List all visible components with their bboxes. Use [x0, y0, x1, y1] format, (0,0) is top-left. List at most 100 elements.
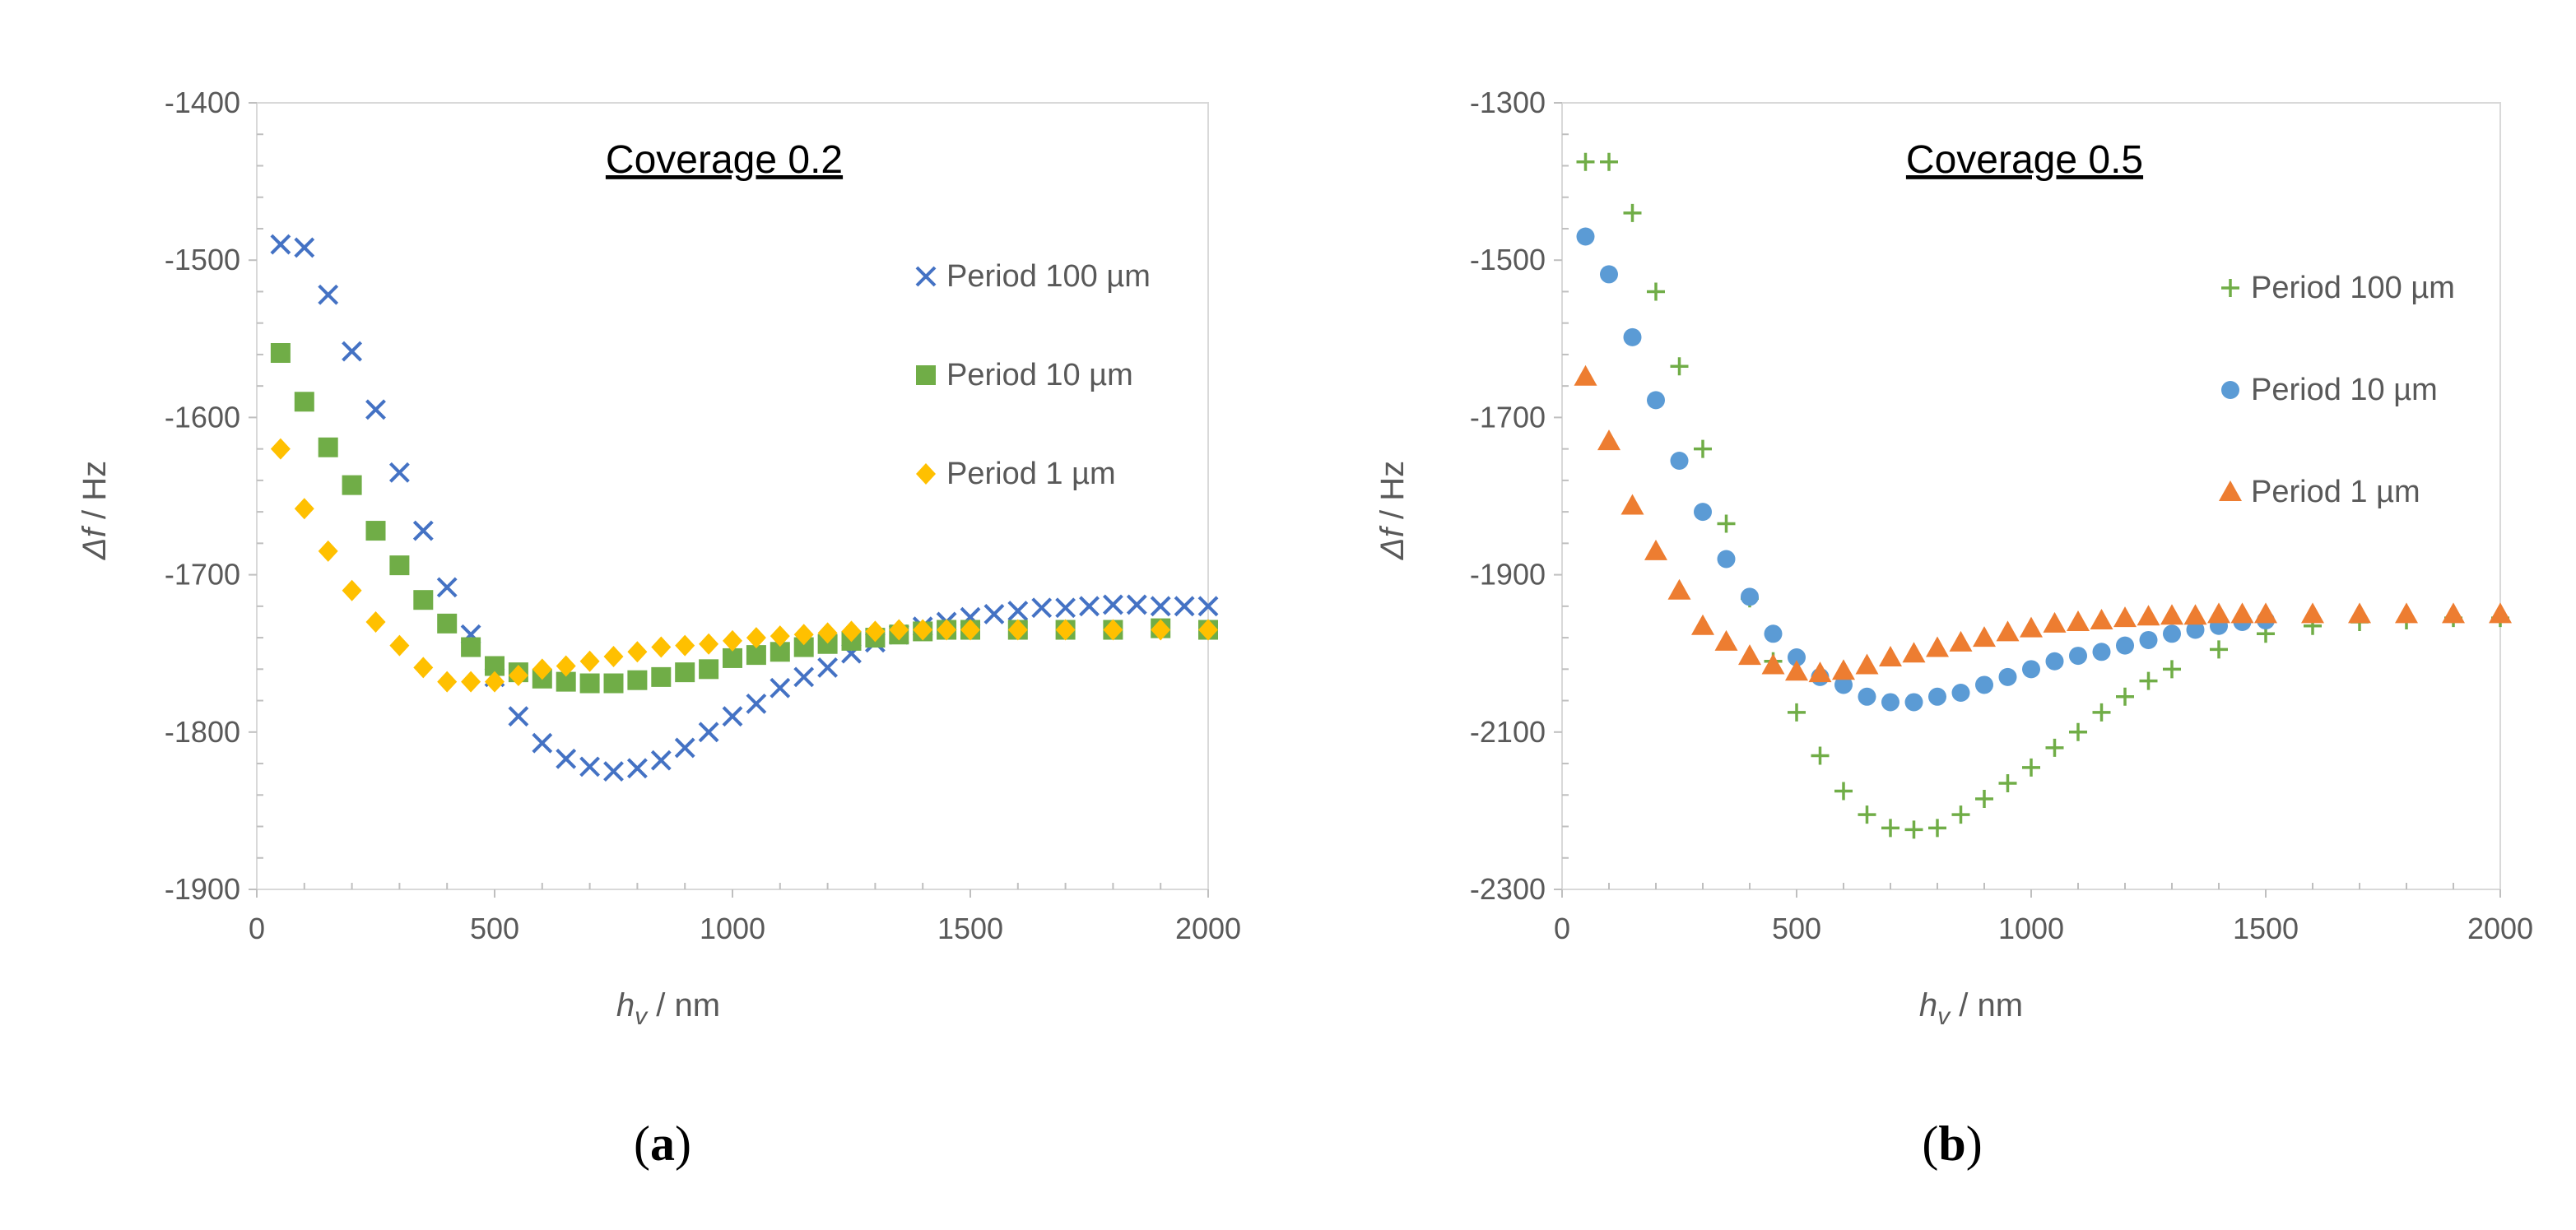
data-point — [294, 392, 314, 412]
data-point — [675, 662, 695, 683]
data-point — [1714, 629, 1738, 651]
data-point — [1600, 152, 1618, 171]
y-tick-label: -1500 — [1470, 243, 1546, 276]
data-point — [674, 737, 695, 759]
data-point — [342, 341, 363, 362]
data-point — [1102, 594, 1123, 615]
data-point — [294, 237, 315, 258]
data-point — [342, 579, 362, 601]
y-tick-label: -1600 — [165, 400, 240, 434]
data-point — [1694, 503, 1712, 522]
data-point — [2139, 671, 2158, 690]
data-marks-b — [1574, 152, 2512, 839]
data-point — [2045, 652, 2064, 671]
data-point — [1975, 675, 1993, 694]
data-point — [2442, 602, 2465, 624]
data-point — [651, 636, 672, 658]
data-point — [1670, 357, 1689, 376]
data-point — [1904, 693, 1923, 712]
x-tick-label: 1000 — [1998, 912, 2064, 945]
data-point — [2254, 602, 2277, 624]
data-point — [723, 629, 742, 652]
data-point — [2045, 738, 2064, 757]
data-point — [2137, 605, 2160, 626]
data-point — [1055, 597, 1076, 619]
data-point — [2163, 624, 2181, 643]
data-point — [793, 624, 814, 646]
data-point — [746, 693, 767, 714]
data-point — [270, 343, 291, 364]
y-tick-label: -1900 — [1470, 558, 1546, 592]
data-point — [746, 627, 766, 649]
data-point — [983, 603, 1005, 624]
chart-a: -1900 -1800 -1700 -1600 -1500 -1400 0 500 1000 1… — [77, 86, 1241, 1171]
data-point — [2069, 722, 2087, 741]
x-tick-label: 500 — [470, 912, 519, 945]
data-point — [1007, 619, 1028, 641]
data-point — [770, 677, 791, 699]
grid-b — [1554, 102, 2501, 898]
x-tick-label: 500 — [1772, 912, 1821, 945]
grid-a — [249, 102, 1209, 898]
data-point — [1623, 327, 1642, 346]
data-point — [2092, 643, 2111, 661]
data-point — [1764, 624, 1783, 643]
y-tick-label: -1500 — [165, 243, 240, 276]
y-axis-title-b: Δf / Hz — [1374, 461, 1411, 560]
data-point — [1647, 282, 1665, 301]
data-point — [1741, 587, 1759, 606]
data-point — [413, 657, 434, 679]
data-point — [532, 732, 553, 754]
data-point — [1576, 152, 1595, 171]
data-point — [1694, 439, 1712, 458]
data-point — [294, 498, 314, 520]
data-point — [2210, 640, 2228, 659]
data-point — [722, 706, 743, 727]
data-point — [413, 590, 434, 610]
data-point — [698, 722, 719, 743]
data-point — [2139, 630, 2158, 649]
chart-b: -2300 -2100 -1900 -1700 -1500 -1300 0 500 1000 1… — [1374, 86, 2533, 1171]
data-point — [2043, 611, 2067, 633]
data-point — [2489, 602, 2512, 624]
data-point — [1881, 693, 1899, 712]
data-point — [1055, 619, 1076, 641]
y-tick-label: -2300 — [1470, 872, 1546, 906]
data-point — [1600, 265, 1618, 284]
data-point — [960, 619, 980, 641]
data-point — [1174, 596, 1195, 617]
y-tick-label: -2100 — [1470, 715, 1546, 749]
data-point — [1126, 594, 1147, 615]
data-point — [627, 670, 648, 690]
data-point — [1808, 661, 1832, 683]
data-point — [270, 234, 291, 255]
data-point — [2301, 602, 2324, 624]
data-point — [1647, 391, 1665, 410]
data-point — [2207, 602, 2230, 624]
legend-label: Period 100 µm — [946, 259, 1151, 294]
data-point — [1576, 227, 1595, 246]
data-point — [1881, 819, 1899, 838]
data-point — [2090, 609, 2113, 630]
y-ticks-b: -2300 -2100 -1900 -1700 -1500 -1300 — [1470, 86, 1546, 906]
data-point — [1811, 746, 1830, 765]
data-point — [817, 657, 839, 678]
x-ticks-a: 0 500 1000 1500 2000 — [249, 912, 1241, 945]
legend-item: Period 100 µm — [2221, 271, 2455, 305]
data-point — [1973, 626, 1996, 647]
x-tick-label: 1500 — [2233, 912, 2299, 945]
data-point — [318, 284, 339, 305]
data-point — [1902, 642, 1926, 663]
legend-marker — [915, 266, 937, 287]
data-point — [651, 666, 672, 687]
data-point — [388, 462, 410, 483]
data-point — [1198, 619, 1218, 641]
chart-title-b: Coverage 0.5 — [1906, 138, 2143, 182]
data-point — [1597, 429, 1620, 451]
data-point — [1717, 550, 1736, 569]
data-point — [1975, 790, 1993, 809]
data-point — [2022, 758, 2040, 777]
data-point — [2183, 604, 2207, 625]
legend-item: Period 100 µm — [915, 259, 1151, 294]
data-point — [1998, 773, 2017, 792]
